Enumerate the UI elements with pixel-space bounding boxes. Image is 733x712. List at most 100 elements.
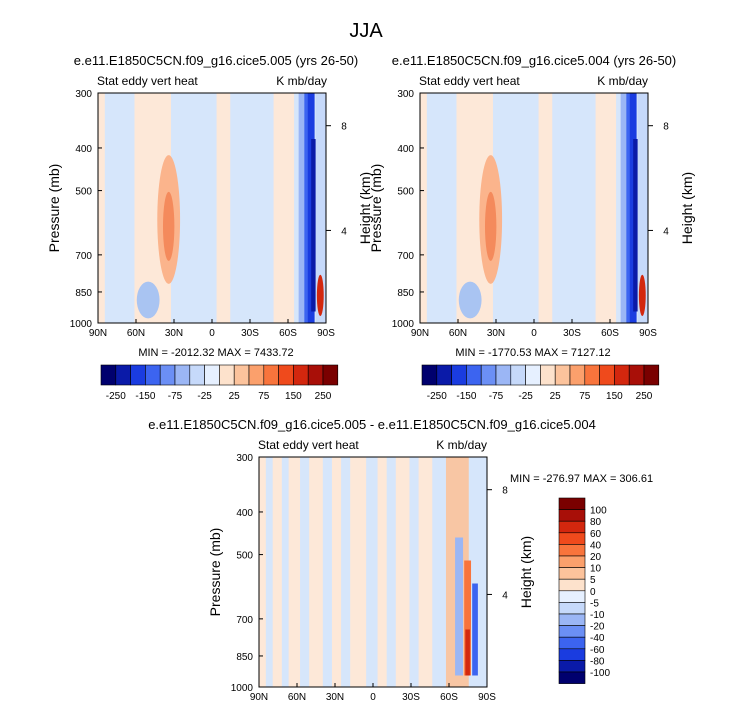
x-tick-label: 30S [402, 692, 420, 703]
panel-title: e.e11.E1850C5CN.f09_g16.cice5.005 (yrs 2… [74, 53, 359, 68]
field-neg-band [620, 93, 630, 323]
x-tick-label: 90N [411, 328, 429, 339]
colorbar-swatch [219, 364, 235, 386]
x-tick-label: 60S [601, 328, 619, 339]
field-neg-core [311, 139, 316, 312]
colorbar-label: 40 [590, 540, 602, 551]
colorbar-label: 60 [590, 529, 602, 540]
field-pos-core [465, 629, 470, 676]
field-band [595, 93, 617, 323]
colorbar-label: 75 [579, 391, 591, 402]
field-neg-band [455, 537, 464, 676]
min-max-stats: MIN = -276.97 MAX = 306.61 [510, 473, 653, 485]
colorbar-label: -20 [590, 622, 605, 633]
field-band [350, 457, 367, 687]
x-tick-label: 90N [250, 692, 268, 703]
right-label: K mb/day [436, 438, 487, 452]
colorbar-swatch [558, 520, 586, 534]
colorbar-swatch [307, 364, 324, 386]
colorbar-swatch [421, 364, 438, 386]
y2-axis-title: Height (km) [357, 172, 373, 244]
right-label: K mb/day [597, 74, 648, 88]
contour-field [420, 93, 648, 323]
field-neg-band [298, 93, 308, 323]
x-tick-label: 0 [370, 692, 376, 703]
left-label: Stat eddy vert heat [258, 438, 359, 452]
colorbar-swatch [558, 660, 586, 673]
colorbar-swatch [233, 364, 250, 386]
colorbar-swatch [322, 364, 339, 386]
colorbar-swatch [495, 364, 512, 386]
y-tick-label: 400 [236, 508, 253, 519]
colorbar-swatch [628, 364, 645, 386]
colorbar-label: -5 [590, 598, 599, 609]
y2-tick-label: 4 [502, 590, 508, 601]
field-pos-spot [638, 274, 646, 317]
field-edge [315, 93, 326, 323]
y-tick-label: 400 [75, 144, 92, 155]
colorbar-swatch [115, 364, 131, 386]
field-band [259, 457, 266, 687]
field-pos-band [464, 560, 472, 676]
x-tick-label: 90S [478, 692, 496, 703]
y2-axis-title: Height (km) [679, 172, 695, 244]
colorbar-swatch [558, 544, 586, 557]
field-pos-spot [316, 274, 324, 317]
colorbar: -250 -150 -75 -25 25 75 150 250 [100, 364, 339, 402]
colorbar-label: -100 [590, 668, 610, 679]
field-band [272, 457, 282, 687]
colorbar-swatch [558, 648, 586, 661]
y-tick-label: 700 [397, 251, 414, 262]
y-tick-label: 300 [236, 453, 253, 464]
colorbar-swatch [558, 590, 586, 603]
colorbar-swatch [204, 364, 220, 386]
colorbar-swatch [558, 613, 586, 626]
colorbar-label: 250 [636, 391, 653, 402]
min-max-stats: MIN = -2012.32 MAX = 7433.72 [138, 347, 293, 359]
y-axis-title: Pressure (mb) [207, 528, 223, 617]
y-tick-label: 500 [397, 187, 414, 198]
field-band [273, 93, 295, 323]
x-tick-label: 30S [563, 328, 581, 339]
field-neg-core [633, 139, 638, 312]
x-tick-label: 30N [165, 328, 183, 339]
y-tick-label: 300 [397, 89, 414, 100]
colorbar-label: -25 [518, 391, 533, 402]
x-tick-label: 90S [317, 328, 335, 339]
colorbar-label: -150 [135, 391, 155, 402]
colorbar-swatch [466, 364, 482, 386]
field-band [331, 457, 342, 687]
colorbar-swatch [189, 364, 205, 386]
colorbar-label: 20 [590, 552, 602, 563]
x-tick-label: 30S [241, 328, 259, 339]
x-tick-label: 30N [326, 692, 344, 703]
field-band [420, 93, 427, 323]
field-band [288, 457, 301, 687]
field-band [418, 457, 433, 687]
colorbar-swatch [451, 364, 467, 386]
panel-control: e.e11.E1850C5CN.f09_g16.cice5.005 (yrs 2… [46, 53, 373, 402]
colorbar-label: 5 [590, 575, 596, 586]
y-tick-label: 500 [236, 551, 253, 562]
colorbar-swatch [558, 532, 586, 545]
field-band [377, 457, 387, 687]
colorbar-label: 250 [315, 391, 332, 402]
field-band [216, 93, 231, 323]
panel-title: e.e11.E1850C5CN.f09_g16.cice5.004 (yrs 2… [392, 53, 677, 68]
colorbar-swatch [558, 636, 586, 650]
y2-tick-label: 8 [341, 122, 347, 133]
y-tick-label: 700 [236, 615, 253, 626]
colorbar-swatch [540, 364, 556, 386]
y-tick-label: 850 [75, 288, 92, 299]
colorbar-swatch [130, 364, 146, 386]
colorbar-swatch [100, 364, 117, 386]
y-tick-label: 1000 [392, 319, 415, 330]
colorbar-swatch [525, 364, 541, 386]
x-tick-label: 90S [639, 328, 657, 339]
panel-title: e.e11.E1850C5CN.f09_g16.cice5.005 - e.e1… [148, 417, 596, 432]
field-band [98, 93, 105, 323]
x-tick-label: 60N [449, 328, 467, 339]
colorbar-swatch [510, 364, 526, 386]
